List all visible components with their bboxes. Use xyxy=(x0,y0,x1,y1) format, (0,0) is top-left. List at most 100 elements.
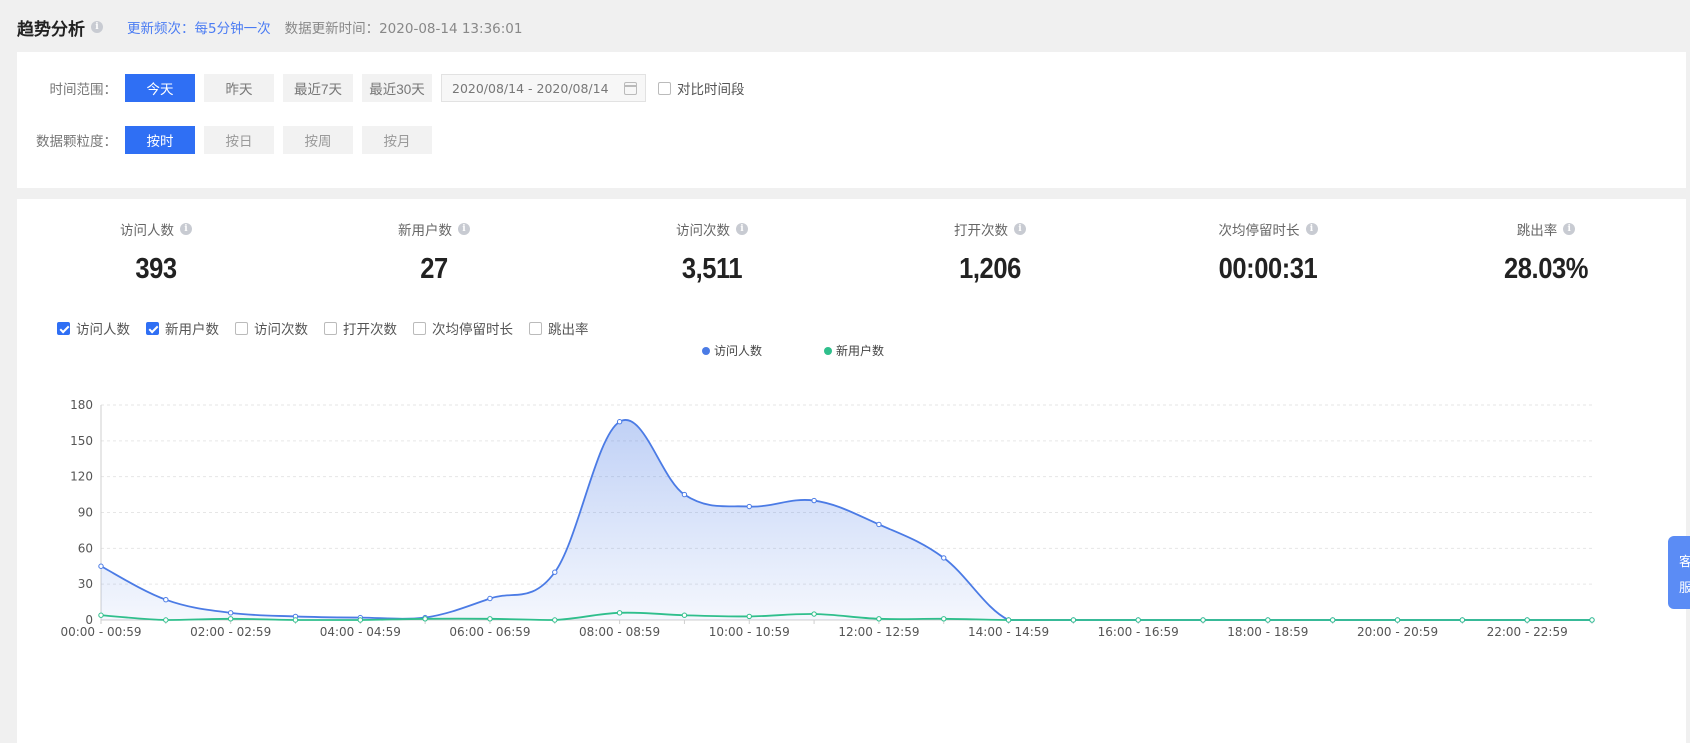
gran-hour-button[interactable]: 按时 xyxy=(125,126,195,154)
data-point xyxy=(1005,617,1012,623)
data-point xyxy=(746,503,752,510)
checkbox[interactable] xyxy=(529,321,542,335)
checkbox[interactable] xyxy=(413,321,426,335)
time-range-row: 时间范围： 今天 昨天 最近7天 最近30天 2020/08/14 - 2020… xyxy=(17,74,745,102)
toggle-opens[interactable]: 打开次数 xyxy=(324,318,397,338)
series-toggles: 访问人数 新用户数 访问次数 打开次数 次均停留时长 跳出率 xyxy=(57,318,605,338)
legend-label: 新用户数 xyxy=(836,343,884,358)
x-tick-label: 12:00 - 12:59 xyxy=(838,625,919,639)
info-icon[interactable]: i xyxy=(736,223,748,235)
page-header: 趋势分析 i 更新频次：每5分钟一次 数据更新时间：2020-08-14 13:… xyxy=(17,14,522,40)
update-frequency: 更新频次：每5分钟一次 xyxy=(127,21,271,37)
compare-label: 对比时间段 xyxy=(677,82,745,98)
granularity-label: 数据颗粒度： xyxy=(36,134,117,150)
checkbox[interactable] xyxy=(235,321,248,335)
data-point xyxy=(811,497,817,504)
filter-panel: 时间范围： 今天 昨天 最近7天 最近30天 2020/08/14 - 2020… xyxy=(17,52,1686,188)
y-tick-label: 30 xyxy=(78,577,93,591)
y-tick-label: 120 xyxy=(70,470,93,484)
info-icon[interactable]: i xyxy=(1563,223,1576,235)
metric-label: 次均停留时长 xyxy=(1218,223,1300,239)
toggle-label: 打开次数 xyxy=(343,322,397,338)
checkbox[interactable] xyxy=(146,321,159,335)
trend-panel: 访问人数 i 393 新用户数 i 27 访问次数 i 3,511 打开次数 i 1,2… xyxy=(17,199,1686,743)
info-icon[interactable]: i xyxy=(1305,223,1318,235)
data-point xyxy=(487,595,493,602)
data-point xyxy=(98,612,104,618)
toggle-label: 跳出率 xyxy=(548,322,589,338)
metric-visitors: 访问人数 i 393 xyxy=(26,219,286,286)
series-line xyxy=(100,611,1592,621)
gran-day-button[interactable]: 按日 xyxy=(204,126,274,154)
metric-avg-duration: 次均停留时长 i 00:00:31 xyxy=(1138,219,1398,286)
data-point xyxy=(681,491,688,498)
data-point xyxy=(1070,617,1077,623)
x-tick-label: 22:00 - 22:59 xyxy=(1487,625,1568,639)
time-today-button[interactable]: 今天 xyxy=(125,74,195,102)
metric-value: 393 xyxy=(135,253,177,285)
metric-value: 27 xyxy=(420,253,448,285)
x-tick-label: 00:00 - 00:59 xyxy=(60,625,141,639)
time-30days-button[interactable]: 最近30天 xyxy=(362,74,432,102)
compare-period-toggle[interactable]: 对比时间段 xyxy=(658,78,745,98)
y-tick-label: 0 xyxy=(85,613,93,627)
data-point xyxy=(1394,617,1401,623)
time-7days-button[interactable]: 最近7天 xyxy=(283,74,353,102)
metric-visits: 访问次数 i 3,511 xyxy=(582,219,842,286)
gran-month-button[interactable]: 按月 xyxy=(362,126,432,154)
data-point xyxy=(552,617,558,623)
trend-chart[interactable]: 0 30 60 90 120 150 180 00:00 - 00:59 02:00 - 02:… xyxy=(17,339,1686,739)
metric-value: 28.03% xyxy=(1504,253,1588,285)
data-point xyxy=(1459,617,1466,623)
update-time: 数据更新时间：2020-08-14 13:36:01 xyxy=(284,21,523,37)
toggle-bounce-rate[interactable]: 跳出率 xyxy=(529,318,589,338)
data-point xyxy=(681,612,688,618)
checkbox[interactable] xyxy=(324,321,337,335)
time-yesterday-button[interactable]: 昨天 xyxy=(204,74,274,102)
metric-label: 新用户数 xyxy=(398,223,452,239)
data-point xyxy=(292,617,299,623)
toggle-visits[interactable]: 访问次数 xyxy=(235,318,308,338)
checkbox[interactable] xyxy=(57,321,70,335)
x-tick-label: 20:00 - 20:59 xyxy=(1357,625,1438,639)
toggle-new-users[interactable]: 新用户数 xyxy=(146,318,219,338)
toggle-avg-duration[interactable]: 次均停留时长 xyxy=(413,318,513,338)
data-point xyxy=(746,613,752,620)
toggle-label: 次均停留时长 xyxy=(432,322,513,338)
legend-label: 访问人数 xyxy=(714,343,762,358)
data-point xyxy=(163,596,169,603)
metric-label: 打开次数 xyxy=(954,223,1008,239)
data-point xyxy=(876,521,882,528)
info-icon[interactable]: i xyxy=(458,223,470,235)
data-point xyxy=(357,617,364,623)
metric-label: 访问人数 xyxy=(120,223,174,239)
date-range-value: 2020/08/14 - 2020/08/14 xyxy=(452,80,609,96)
customer-service-tab[interactable]: 客 服 xyxy=(1668,536,1690,609)
y-tick-label: 150 xyxy=(70,434,93,448)
info-icon[interactable]: i xyxy=(1014,223,1026,235)
info-icon[interactable]: i xyxy=(91,21,103,33)
data-point xyxy=(941,555,947,561)
data-point xyxy=(616,419,623,425)
metric-value: 3,511 xyxy=(681,253,743,285)
compare-checkbox[interactable] xyxy=(658,81,671,95)
metric-new-users: 新用户数 i 27 xyxy=(304,219,564,286)
data-point xyxy=(227,610,234,616)
data-point xyxy=(422,616,428,622)
data-point xyxy=(1524,617,1530,623)
info-icon[interactable]: i xyxy=(180,223,192,235)
y-tick-label: 180 xyxy=(70,398,93,412)
series-area xyxy=(101,419,1592,620)
data-point xyxy=(227,616,234,622)
data-point xyxy=(163,617,169,623)
granularity-row: 数据颗粒度： 按时 按日 按周 按月 xyxy=(17,126,441,154)
toggle-label: 访问次数 xyxy=(254,322,308,338)
metric-bounce-rate: 跳出率 i 28.03% xyxy=(1416,219,1676,286)
date-range-picker[interactable]: 2020/08/14 - 2020/08/14 xyxy=(441,74,646,102)
gran-week-button[interactable]: 按周 xyxy=(283,126,353,154)
x-tick-label: 08:00 - 08:59 xyxy=(579,625,660,639)
toggle-visitors[interactable]: 访问人数 xyxy=(57,318,130,338)
x-tick-label: 18:00 - 18:59 xyxy=(1227,625,1308,639)
data-point xyxy=(1265,617,1271,623)
legend-marker xyxy=(702,347,710,355)
